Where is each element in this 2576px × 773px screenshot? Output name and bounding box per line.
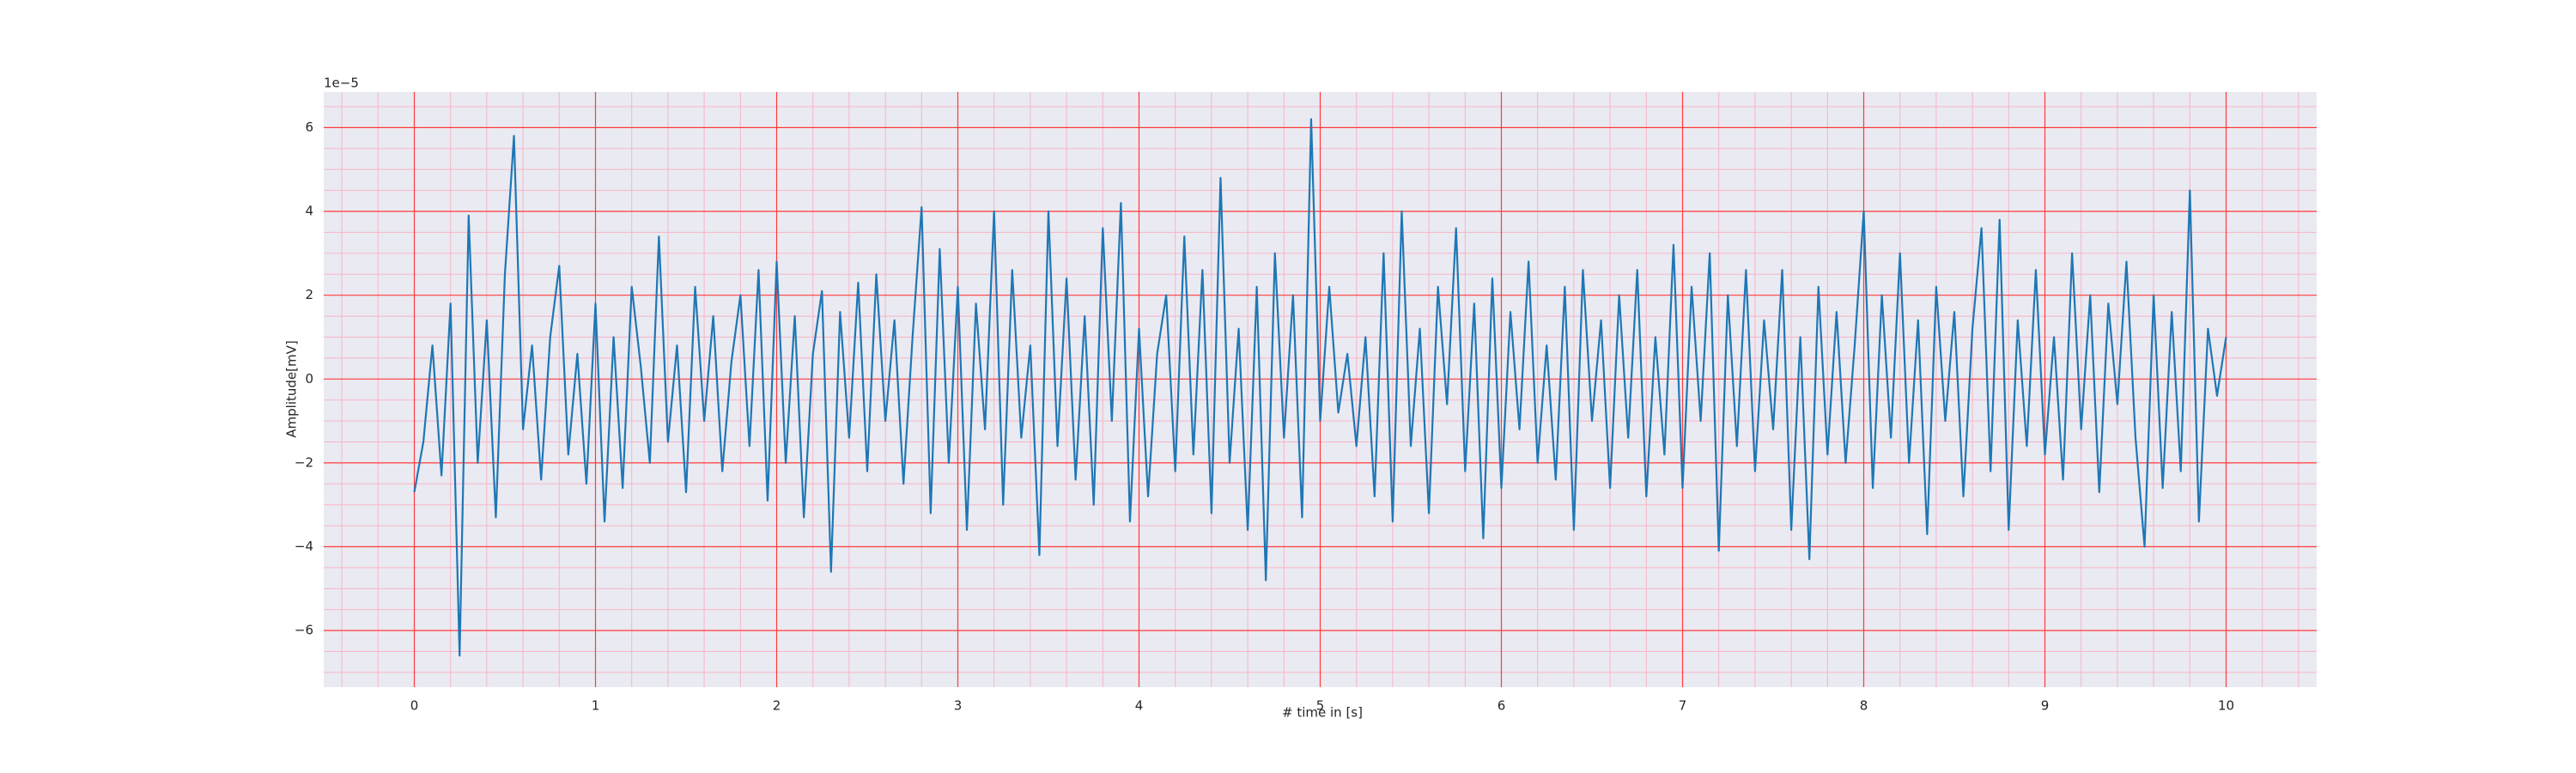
y-tick-label: −4 — [295, 539, 313, 554]
x-tick-label: 3 — [954, 698, 963, 714]
y-tick-label: −6 — [295, 623, 313, 638]
x-tick-label: 4 — [1135, 698, 1144, 714]
y-tick-label: 4 — [305, 204, 313, 219]
x-tick-label: 10 — [2218, 698, 2234, 714]
x-axis-label: # time in [s] — [1282, 705, 1363, 721]
y-offset-label: 1e−5 — [324, 76, 359, 91]
y-axis-label: Amplitude[mV] — [284, 340, 300, 437]
x-tick-label: 7 — [1679, 698, 1687, 714]
y-tick-label: 6 — [305, 119, 313, 135]
x-tick-label: 5 — [1316, 698, 1325, 714]
x-tick-label: 1 — [592, 698, 600, 714]
x-tick-label: 9 — [2041, 698, 2050, 714]
x-tick-label: 0 — [410, 698, 419, 714]
y-tick-label: −2 — [295, 454, 313, 470]
x-tick-label: 8 — [1860, 698, 1868, 714]
y-tick-label: 0 — [305, 371, 313, 386]
x-tick-label: 2 — [773, 698, 781, 714]
signal-line — [413, 118, 2227, 657]
x-tick-label: 6 — [1498, 698, 1506, 714]
y-tick-label: 2 — [305, 287, 313, 302]
